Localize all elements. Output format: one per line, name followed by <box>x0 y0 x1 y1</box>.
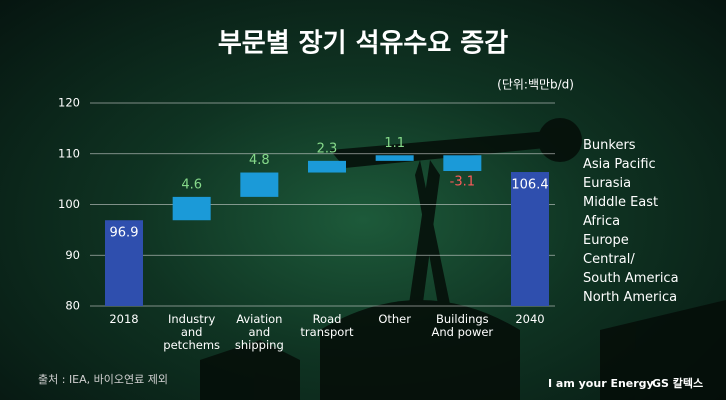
side-label: Central/ South America <box>583 252 679 286</box>
value-label: 96.9 <box>110 226 139 241</box>
side-label: Middle East <box>583 195 659 210</box>
bar <box>308 160 346 173</box>
value-label: 106.4 <box>511 178 548 193</box>
side-label: Eurasia <box>583 176 632 191</box>
x-tick-label: 2018 <box>109 312 139 326</box>
x-tick-label: Other <box>378 312 411 326</box>
value-label: 2.3 <box>317 141 338 156</box>
source: 출처 : IEA, 바이오연료 제외 <box>38 373 168 386</box>
bar <box>172 196 211 221</box>
pumpjack-silhouette <box>200 118 726 400</box>
bar <box>375 155 414 161</box>
bar <box>511 172 549 306</box>
bar <box>443 155 482 172</box>
x-tick-label: Buildings And power <box>431 312 494 339</box>
value-label: 4.6 <box>181 177 202 192</box>
bar <box>240 172 279 197</box>
bar <box>105 220 143 306</box>
unit-label: (단위:백만b/d) <box>497 78 574 92</box>
y-tick-label: 90 <box>65 248 80 262</box>
side-label: Bunkers <box>583 138 636 153</box>
side-labels: Bunkers Asia Pacific Eurasia Middle East Afr… <box>583 136 679 307</box>
x-tick-label: Aviation and shipping <box>234 312 284 352</box>
x-tick-label: Industry and petchems <box>163 312 221 352</box>
side-label: Asia Pacific <box>583 157 656 172</box>
y-tick-label: 110 <box>58 146 80 160</box>
y-tick-label: 80 <box>65 299 80 313</box>
x-tick-label: 2040 <box>515 312 545 326</box>
value-label: 1.1 <box>384 136 405 151</box>
y-tick-label: 100 <box>58 197 80 211</box>
side-label: Africa <box>583 214 621 229</box>
value-label: -3.1 <box>450 175 475 190</box>
brand: GS 칼텍스 <box>652 376 703 390</box>
side-label: Europe <box>583 233 629 248</box>
x-tick-label: Road transport <box>300 312 354 339</box>
slogan: I am your Energy <box>548 377 654 390</box>
value-label: 4.8 <box>249 153 270 168</box>
side-label: North America <box>583 290 678 305</box>
chart-title: 부문별 장기 석유수요 증감 <box>218 29 508 59</box>
y-tick-label: 120 <box>58 96 80 110</box>
